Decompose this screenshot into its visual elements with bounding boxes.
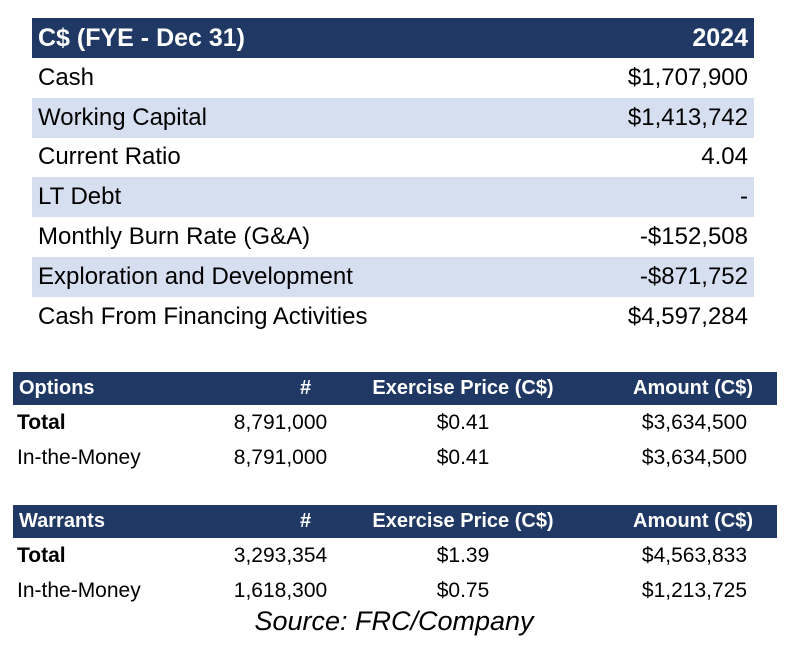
warrants-header-amount: Amount (C$) [633, 510, 753, 532]
warrants-header-title: Warrants [19, 510, 105, 532]
row-count: 8,791,000 [233, 410, 328, 434]
row-label: Exploration and Development [38, 262, 353, 290]
row-price: $1.39 [436, 543, 490, 567]
summary-row-cash: Cash $1,707,900 [32, 58, 754, 98]
options-header-price: Exercise Price (C$) [372, 377, 554, 399]
row-label: Cash From Financing Activities [38, 302, 368, 330]
row-price: $0.41 [436, 410, 490, 434]
row-count: 8,791,000 [233, 445, 328, 469]
summary-header-row: C$ (FYE - Dec 31) 2024 [32, 18, 754, 58]
summary-row-lt-debt: LT Debt - [32, 177, 754, 218]
row-amount: $1,213,725 [641, 578, 747, 602]
options-header-amount: Amount (C$) [633, 377, 753, 399]
row-count: 1,618,300 [233, 578, 328, 602]
options-header-title: Options [19, 377, 95, 399]
source-caption: Source: FRC/Company [254, 606, 534, 636]
row-value: -$871,752 [639, 262, 748, 290]
options-row-total: Total 8,791,000 $0.41 $3,634,500 [13, 405, 777, 440]
warrants-table: Warrants # Exercise Price (C$) Amount (C… [13, 505, 777, 608]
row-value: 4.04 [701, 143, 748, 171]
row-label: Total [17, 543, 66, 567]
summary-row-burn-rate: Monthly Burn Rate (G&A) -$152,508 [32, 217, 754, 257]
row-label: In-the-Money [17, 445, 141, 469]
options-header-count: # [299, 377, 312, 399]
summary-row-current-ratio: Current Ratio 4.04 [32, 138, 754, 178]
row-label: Current Ratio [38, 143, 181, 171]
row-label: Cash [38, 63, 95, 91]
summary-row-working-capital: Working Capital $1,413,742 [32, 97, 754, 138]
row-count: 3,293,354 [233, 543, 328, 567]
row-value: $4,597,284 [627, 302, 748, 330]
warrants-header-price: Exercise Price (C$) [372, 510, 554, 532]
row-label: Working Capital [38, 103, 207, 131]
options-row-in-the-money: In-the-Money 8,791,000 $0.41 $3,634,500 [13, 440, 777, 475]
row-label: Monthly Burn Rate (G&A) [38, 223, 311, 251]
row-value: - [740, 183, 748, 211]
row-amount: $3,634,500 [641, 410, 747, 434]
summary-row-exploration: Exploration and Development -$871,752 [32, 256, 754, 297]
financial-summary-table: C$ (FYE - Dec 31) 2024 Cash $1,707,900 W… [32, 18, 754, 337]
row-price: $0.41 [436, 445, 490, 469]
row-label: In-the-Money [17, 578, 141, 602]
options-table: Options # Exercise Price (C$) Amount (C$… [13, 372, 777, 475]
warrants-row-in-the-money: In-the-Money 1,618,300 $0.75 $1,213,725 [13, 573, 777, 608]
row-amount: $3,634,500 [641, 445, 747, 469]
summary-header-label: C$ (FYE - Dec 31) [38, 23, 246, 52]
row-value: -$152,508 [639, 223, 748, 251]
row-amount: $4,563,833 [641, 543, 747, 567]
row-label: Total [17, 410, 66, 434]
row-label: LT Debt [38, 183, 122, 211]
options-header-row: Options # Exercise Price (C$) Amount (C$… [13, 372, 777, 405]
row-value: $1,707,900 [627, 63, 748, 91]
row-value: $1,413,742 [627, 103, 748, 131]
warrants-header-count: # [299, 510, 312, 532]
summary-row-financing: Cash From Financing Activities $4,597,28… [32, 297, 754, 337]
summary-header-year: 2024 [692, 23, 748, 52]
warrants-row-total: Total 3,293,354 $1.39 $4,563,833 [13, 538, 777, 573]
warrants-header-row: Warrants # Exercise Price (C$) Amount (C… [13, 505, 777, 538]
row-price: $0.75 [436, 578, 490, 602]
